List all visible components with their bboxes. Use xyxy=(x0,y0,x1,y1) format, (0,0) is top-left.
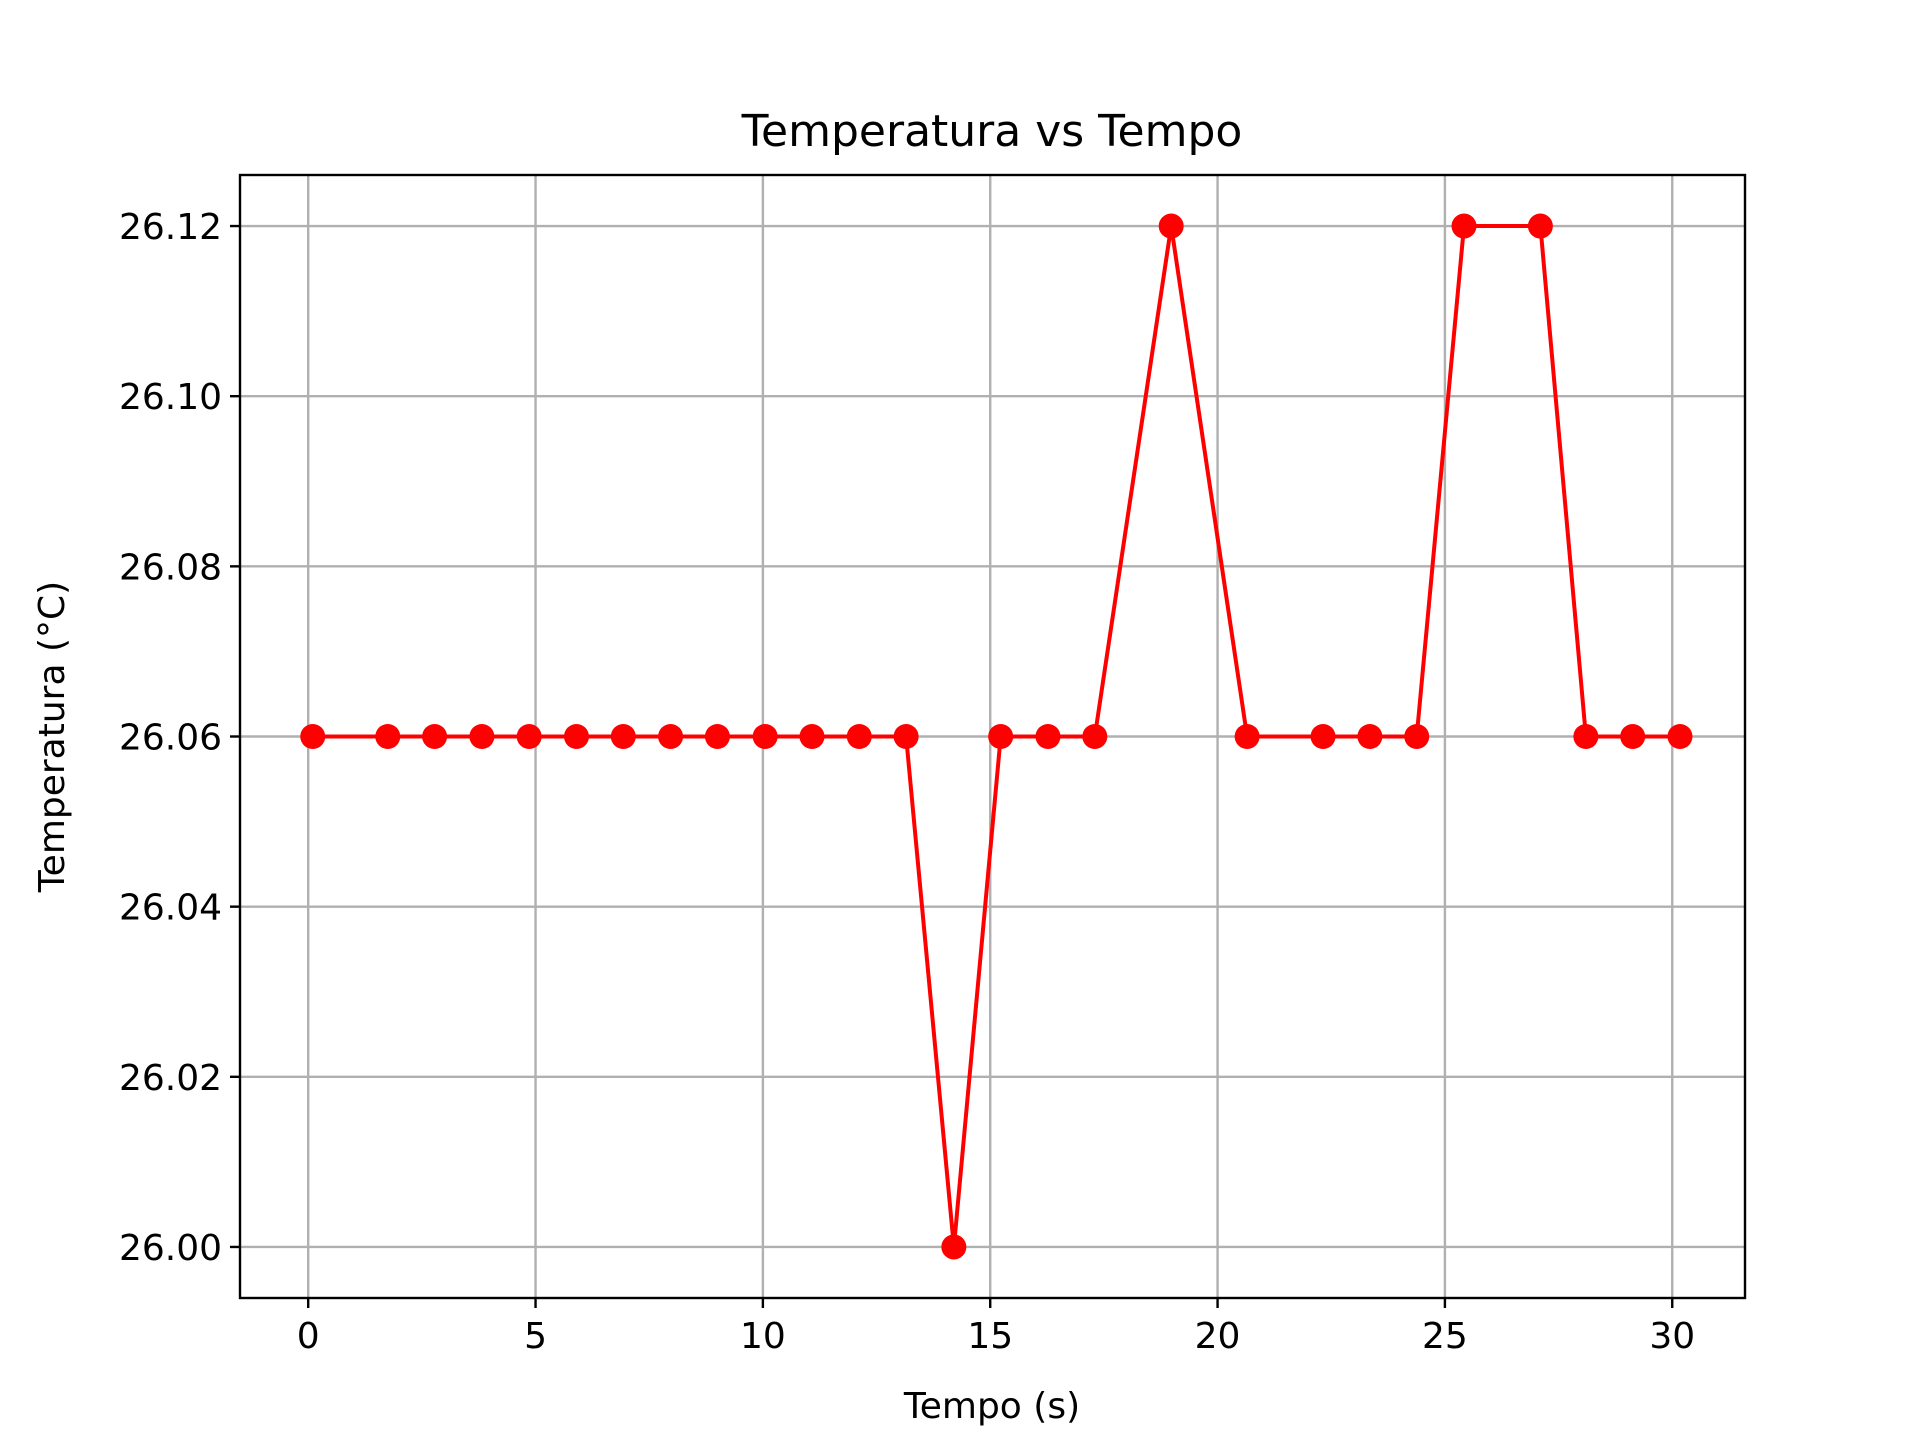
data-point xyxy=(1667,724,1693,749)
data-point xyxy=(422,724,448,749)
data-point xyxy=(1451,213,1477,239)
data-point xyxy=(752,724,778,749)
x-tick-label: 5 xyxy=(524,1316,547,1357)
data-point xyxy=(799,724,825,749)
y-tick-label: 26.04 xyxy=(119,888,222,929)
data-point xyxy=(893,724,919,749)
data-point xyxy=(1357,724,1383,749)
y-tick-label: 26.12 xyxy=(119,207,222,248)
y-tick-label: 26.02 xyxy=(119,1058,222,1099)
x-tick-label: 20 xyxy=(1195,1316,1241,1357)
data-point xyxy=(610,724,636,749)
data-point xyxy=(1310,724,1336,749)
data-point xyxy=(469,724,495,749)
data-point xyxy=(1620,724,1646,749)
data-point xyxy=(1082,724,1108,749)
x-axis-label: Tempo (s) xyxy=(903,1386,1080,1427)
data-point xyxy=(1573,724,1599,749)
data-point xyxy=(941,1234,967,1260)
x-tick-label: 25 xyxy=(1422,1316,1468,1357)
data-point xyxy=(1035,724,1061,749)
y-tick-label: 26.06 xyxy=(119,718,222,759)
x-tick-label: 15 xyxy=(967,1316,1013,1357)
data-point xyxy=(1234,724,1260,749)
data-point xyxy=(300,724,326,749)
ticks: 0 5 10 15 20 25 30 26.00 26.02 26.04 26.06 26.08 26.… xyxy=(119,207,1695,1357)
data-point xyxy=(658,724,684,749)
y-axis-label: Temperatura (°C) xyxy=(32,581,73,893)
x-tick-label: 30 xyxy=(1649,1316,1695,1357)
data-point xyxy=(846,724,872,749)
data-point xyxy=(704,724,730,749)
data-point xyxy=(1158,213,1184,239)
x-tick-label: 0 xyxy=(297,1316,320,1357)
y-tick-label: 26.00 xyxy=(119,1228,222,1269)
data-point xyxy=(563,724,589,749)
chart-title: Temperatura vs Tempo xyxy=(741,106,1243,157)
y-tick-label: 26.10 xyxy=(119,377,222,418)
y-tick-label: 26.08 xyxy=(119,547,222,588)
data-point xyxy=(988,724,1014,749)
data-point xyxy=(1527,213,1553,239)
data-point xyxy=(1404,724,1430,749)
x-tick-label: 10 xyxy=(740,1316,786,1357)
series-layer xyxy=(300,213,1693,1260)
data-point xyxy=(516,724,542,749)
data-point xyxy=(375,724,401,749)
